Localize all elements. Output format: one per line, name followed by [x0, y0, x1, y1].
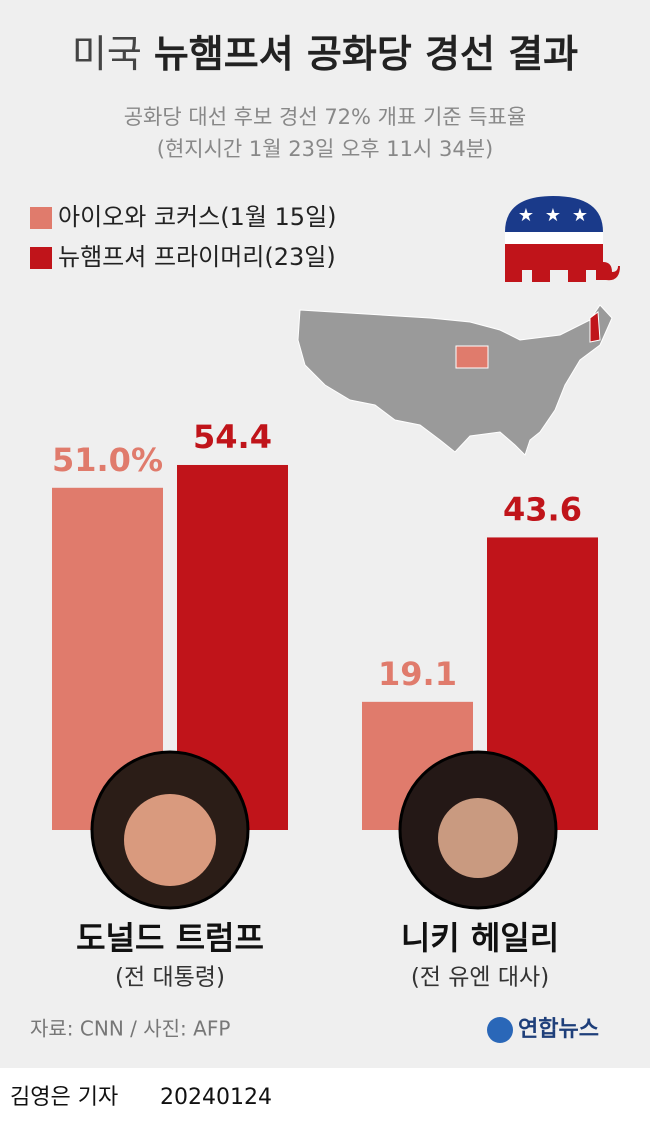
logo-mark — [487, 1017, 513, 1043]
gop-logo: ★ ★ ★ — [505, 196, 620, 282]
footer-band — [0, 1068, 650, 1128]
photo-trump-face — [124, 794, 216, 886]
chart-title: 미국 뉴햄프셔 공화당 경선 결과 — [72, 32, 578, 76]
value-label: 51.0% — [52, 441, 163, 479]
subtitle: (현지시간 1월 23일 오후 11시 34분) — [157, 137, 494, 161]
logo: 연합뉴스 — [518, 1016, 599, 1042]
legend-label: 아이오와 코커스(1월 15일) — [58, 203, 337, 231]
title-main: 뉴햄프셔 공화당 경선 결과 — [154, 32, 578, 76]
subtitle: 공화당 대선 후보 경선 72% 개표 기준 득표율 — [124, 105, 527, 129]
byline: 김영은 기자 — [10, 1085, 118, 1110]
legend-swatch — [30, 207, 52, 229]
title-prefix: 미국 — [72, 32, 142, 76]
value-label: 43.6 — [503, 490, 582, 528]
category-label: 니키 헤일리 — [401, 919, 559, 957]
legend-label: 뉴햄프셔 프라이머리(23일) — [58, 243, 336, 271]
legend-swatch — [30, 247, 52, 269]
category-note: (전 유엔 대사) — [411, 965, 549, 991]
value-label: 19.1 — [378, 655, 457, 693]
svg-text:★: ★ — [518, 205, 534, 226]
category-label: 도널드 트럼프 — [76, 919, 264, 957]
value-label: 54.4 — [193, 418, 272, 456]
svg-text:★: ★ — [545, 205, 561, 226]
svg-text:★: ★ — [572, 205, 588, 226]
photo-haley-face — [438, 798, 518, 878]
date: 20240124 — [160, 1085, 272, 1110]
us-map — [297, 304, 613, 456]
category-note: (전 대통령) — [115, 965, 225, 991]
source: 자료: CNN / 사진: AFP — [30, 1017, 230, 1041]
